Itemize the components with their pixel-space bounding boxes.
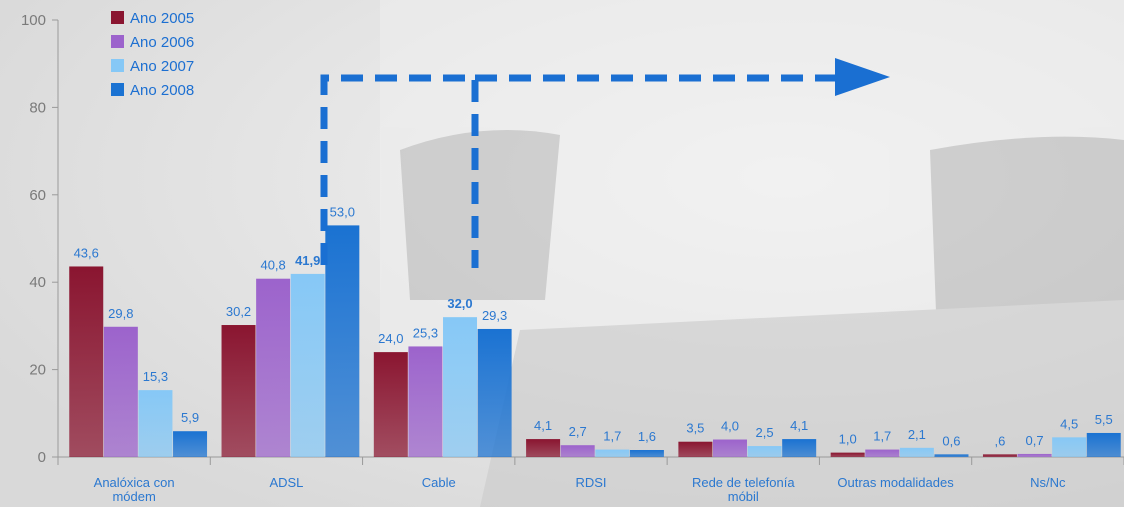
bars <box>69 225 1121 457</box>
bar <box>782 439 817 457</box>
data-label: 1,6 <box>638 429 656 444</box>
data-label: 15,3 <box>143 369 168 384</box>
data-label: 0,7 <box>1026 433 1044 448</box>
data-label: 4,1 <box>790 418 808 433</box>
data-label: ,6 <box>995 433 1006 448</box>
data-label: 29,8 <box>108 306 133 321</box>
legend-swatch <box>111 35 124 48</box>
bar <box>982 454 1017 457</box>
data-label: 24,0 <box>378 331 403 346</box>
data-label: 40,8 <box>260 258 285 273</box>
y-tick-label: 20 <box>29 362 46 379</box>
data-label: 2,7 <box>569 424 587 439</box>
bar <box>477 328 512 457</box>
bar <box>595 449 630 457</box>
y-tick-label: 100 <box>21 12 46 29</box>
x-category-label: Rede de telefonía móbil <box>692 475 795 504</box>
data-label: 4,1 <box>534 418 552 433</box>
legend-swatch <box>111 59 124 72</box>
data-label: 30,2 <box>226 304 251 319</box>
legend: Ano 2005 Ano 2006 Ano 2007 Ano 2008 <box>111 10 194 99</box>
bar <box>678 441 713 457</box>
bar <box>69 266 104 457</box>
data-label: 41,9 <box>295 253 320 268</box>
y-tick-label: 40 <box>29 274 46 291</box>
bar <box>103 326 138 457</box>
data-label: 32,0 <box>447 296 472 311</box>
legend-swatch <box>111 83 124 96</box>
x-category-label: Ns/Nc <box>1030 475 1066 490</box>
bar <box>899 447 934 457</box>
y-tick-label: 80 <box>29 99 46 116</box>
x-category-label: ADSL <box>269 475 303 490</box>
bar <box>138 390 173 457</box>
y-tick-label: 60 <box>29 187 46 204</box>
bar <box>560 445 595 457</box>
bar <box>1052 437 1087 457</box>
bar <box>290 273 325 457</box>
bar <box>830 452 865 457</box>
data-label: 2,1 <box>908 427 926 442</box>
bar <box>221 325 256 457</box>
x-category-label: Outras modalidades <box>837 475 954 490</box>
data-label: 4,0 <box>721 419 739 434</box>
data-label: 1,7 <box>603 429 621 444</box>
bar <box>1086 432 1121 457</box>
x-category-label: Cable <box>422 475 456 490</box>
data-label: 1,7 <box>873 429 891 444</box>
bar <box>865 449 900 457</box>
data-label: 25,3 <box>413 325 438 340</box>
bar <box>934 454 969 457</box>
arrowhead-icon <box>835 58 890 96</box>
bar <box>408 346 443 457</box>
x-category-label: RDSI <box>575 475 606 490</box>
data-labels: 43,6 30,2 24,0 4,1 3,5 1,0 ,6 29,8 40,8 25,3 2,7 4,… <box>74 204 1113 448</box>
bar <box>629 450 664 457</box>
data-label: 3,5 <box>686 421 704 436</box>
legend-label: Ano 2005 <box>130 10 194 27</box>
data-label: 0,6 <box>942 433 960 448</box>
bar <box>173 431 208 457</box>
bar <box>526 439 561 457</box>
bar <box>256 278 291 457</box>
data-label: 2,5 <box>756 425 774 440</box>
data-label: 1,0 <box>839 432 857 447</box>
data-label: 53,0 <box>330 204 355 219</box>
background-photo <box>380 0 1124 507</box>
bar <box>1017 453 1052 457</box>
bar <box>325 225 360 457</box>
data-label: 5,5 <box>1095 412 1113 427</box>
data-label: 43,6 <box>74 245 99 260</box>
bar <box>373 352 408 457</box>
bar <box>747 446 782 457</box>
bar <box>712 439 747 457</box>
legend-label: Ano 2006 <box>130 34 194 51</box>
legend-label: Ano 2007 <box>130 58 194 75</box>
x-category-label: Analóxica con módem <box>94 475 175 504</box>
data-label: 29,3 <box>482 308 507 323</box>
data-label: 4,5 <box>1060 416 1078 431</box>
legend-label: Ano 2008 <box>130 82 194 99</box>
legend-swatch <box>111 11 124 24</box>
bar <box>443 317 478 457</box>
y-tick-label: 0 <box>38 449 46 466</box>
data-label: 5,9 <box>181 410 199 425</box>
dashed-arrow <box>320 58 890 268</box>
